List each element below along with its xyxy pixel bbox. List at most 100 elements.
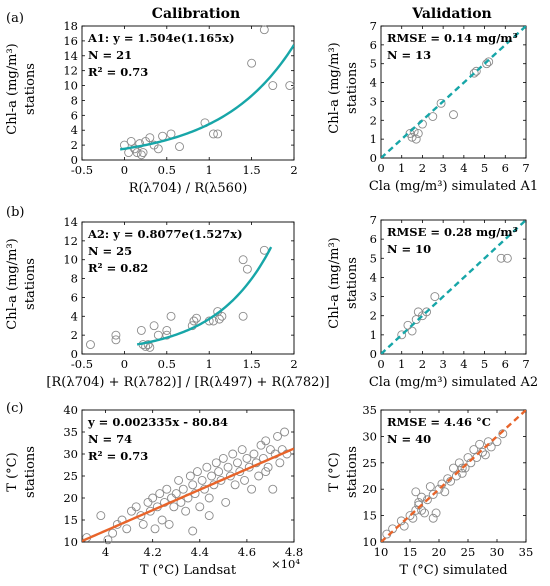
x-tick-label: 4.2 [144, 545, 162, 559]
y-tick-label: 10 [63, 79, 78, 93]
data-point [214, 314, 224, 324]
y-tick-label: 2 [71, 328, 78, 342]
data-point [223, 462, 233, 472]
data-point [237, 445, 247, 455]
data-point [449, 110, 458, 120]
data-point [247, 484, 257, 494]
data-point [221, 497, 231, 507]
panel-label-a: (a) [6, 11, 24, 26]
data-point [143, 340, 153, 350]
data-point [197, 475, 207, 485]
data-point [108, 528, 118, 538]
data-point [486, 442, 496, 452]
y-tick-label: 35 [362, 403, 377, 417]
data-point [122, 524, 132, 534]
data-point [111, 330, 121, 340]
data-point [233, 458, 242, 468]
header-validation: Validation [411, 6, 491, 22]
y-tick-label: 10 [63, 253, 78, 267]
x-axis-label: T (°C) simulated [399, 563, 507, 578]
data-point [216, 475, 226, 485]
x-axis-label: T (°C) Landsat [140, 563, 237, 578]
data-point [261, 467, 271, 477]
annotation: R² = 0.73 [88, 449, 148, 463]
y-axis-label-line2: stations [345, 257, 360, 309]
y-tick-label: 3 [370, 94, 377, 108]
x-tick-label: 1 [206, 357, 213, 371]
x-tick-label: 5 [481, 161, 488, 175]
data-point [127, 506, 136, 516]
y-axis-label-line2: stations [345, 446, 360, 498]
x-tick-label: 4.8 [285, 545, 303, 559]
y-tick-label: 4 [71, 123, 78, 137]
data-point [136, 325, 146, 335]
y-tick-label: 30 [362, 429, 377, 443]
x-tick-label: 7 [522, 161, 529, 175]
data-point [131, 502, 141, 512]
data-point [208, 129, 218, 139]
data-point [225, 471, 235, 481]
data-point [162, 484, 172, 494]
plot-frame [380, 409, 527, 543]
data-point [178, 484, 188, 494]
data-point [238, 255, 248, 265]
x-tick-label: 1 [206, 163, 213, 177]
fit-curve [136, 246, 273, 346]
y-tick-label: 12 [63, 64, 78, 78]
annotation: N = 13 [387, 48, 431, 62]
y-axis-label: Chl-a (mg/m³) stations [5, 238, 38, 329]
y-axis-label-line1: T (°C) [5, 452, 20, 491]
y-tick-label: 30 [63, 447, 78, 461]
data-point [143, 497, 153, 507]
data-point [492, 437, 502, 447]
x-tick-label: 1.5 [242, 163, 260, 177]
data-point [145, 506, 155, 516]
y-axis-label-line1: Chl-a (mg/m³) [327, 42, 342, 133]
y-tick-label: 20 [362, 482, 377, 496]
x-axis-label: [R(λ704) + R(λ782)] / [R(λ497) + R(λ782)… [46, 375, 329, 390]
x-tick-label: 0 [377, 161, 384, 175]
annotation: N = 40 [387, 432, 431, 446]
data-point [275, 458, 285, 468]
data-point [213, 129, 223, 139]
x-tick-label: 0 [121, 163, 128, 177]
annotation: N = 10 [387, 242, 431, 256]
x-tick-label: 2 [419, 161, 426, 175]
data-point [434, 484, 444, 494]
data-point [469, 68, 479, 78]
y-axis-label-line2: stations [345, 62, 360, 114]
data-point [204, 511, 214, 521]
data-point [188, 480, 198, 490]
data-point [162, 330, 172, 340]
annotation: A2: y = 0.8077e(1.527x) [87, 227, 243, 241]
y-tick-label: 10 [362, 535, 377, 549]
annotation: RMSE = 4.46 °C [387, 415, 491, 429]
data-point [484, 57, 494, 67]
data-point [175, 142, 184, 152]
data-point [86, 340, 95, 350]
y-tick-label: 1 [370, 328, 377, 342]
y-tick-label: 15 [63, 513, 78, 527]
data-point [155, 489, 165, 499]
data-point [482, 59, 492, 69]
x-exponent-label: ×10⁴ [271, 557, 300, 571]
annotation: RMSE = 0.28 mg/m³ [387, 225, 518, 239]
y-tick-label: 3 [370, 290, 377, 304]
plot-frame [380, 25, 527, 159]
data-point [242, 453, 252, 463]
y-tick-label: 0 [370, 347, 377, 361]
x-axis-label: Cla (mg/m³) simulated A1 [369, 179, 538, 194]
data-point [162, 325, 172, 335]
data-point [207, 471, 217, 481]
y-tick-label: 20 [63, 491, 78, 505]
y-tick-label: 0 [370, 151, 377, 165]
x-tick-label: 1.5 [242, 357, 260, 371]
y-axis-label-line2: stations [23, 446, 38, 498]
data-point [407, 326, 417, 336]
y-tick-label: 14 [63, 215, 78, 229]
y-tick-label: 6 [370, 38, 377, 52]
data-point [153, 144, 163, 154]
